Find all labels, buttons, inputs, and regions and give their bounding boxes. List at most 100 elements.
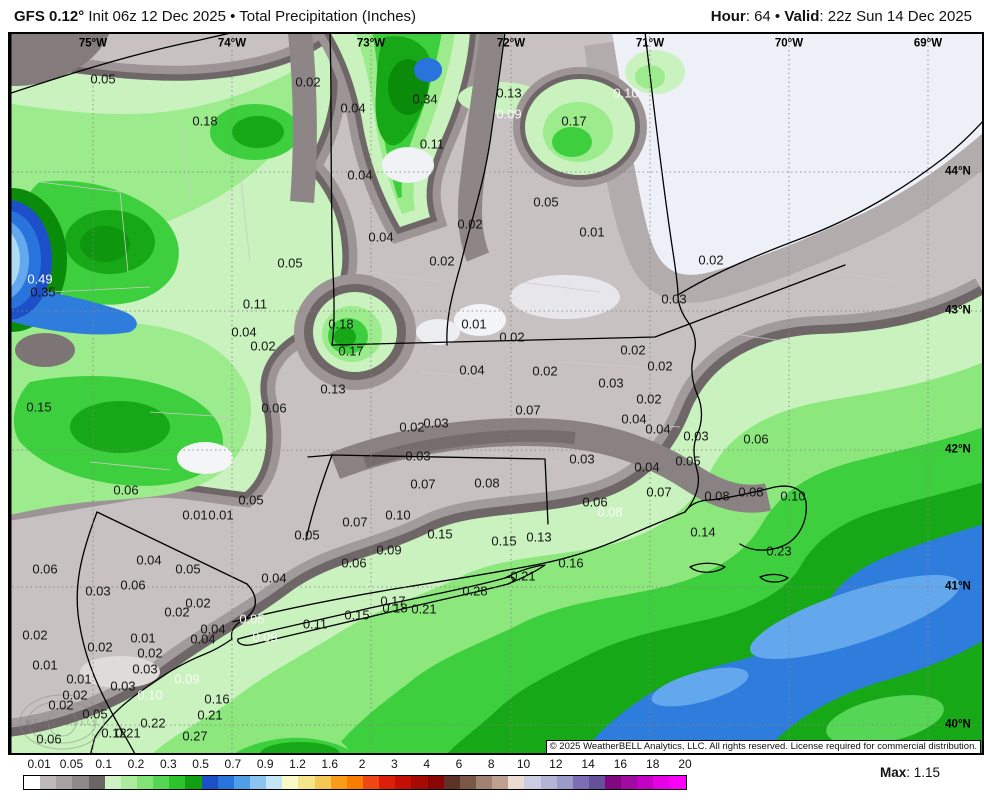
low-precip-region-maine <box>612 32 984 275</box>
colorbar-tick: 16 <box>613 757 628 771</box>
dark-patch-catskills <box>15 333 75 367</box>
colorbar-segment <box>443 776 460 789</box>
light-patch <box>454 304 506 336</box>
weatherbell-watermark: WEATHERBELL <box>19 694 105 750</box>
colorbar-segment <box>153 776 170 789</box>
colorbar-tick: 18 <box>646 757 660 771</box>
gray-corridor-nh <box>458 32 504 262</box>
map-frame-left <box>8 32 12 755</box>
colorbar-tick: 1.6 <box>321 757 339 771</box>
colorbar <box>23 775 687 790</box>
colorbar-segment <box>653 776 670 789</box>
colorbar-segment <box>411 776 428 789</box>
colorbar-segment <box>72 776 89 789</box>
max-precip-blob <box>8 188 137 335</box>
colorbar-segment <box>120 776 137 789</box>
heavy-spot-vt <box>414 58 442 82</box>
colorbar-segment <box>492 776 509 789</box>
dark-band-core <box>363 429 576 468</box>
light-patch <box>177 442 233 474</box>
gray-corridor-hudson <box>288 32 317 203</box>
colorbar-segment <box>104 776 121 789</box>
colorbar-tick: 20 <box>678 757 692 771</box>
colorbar-segment <box>266 776 283 789</box>
colorbar-segment <box>298 776 315 789</box>
colorbar-segment <box>637 776 654 789</box>
colorbar-segment <box>185 776 202 789</box>
colorbar-segment <box>40 776 57 789</box>
colorbar-segment <box>346 776 363 789</box>
colorbar-segment <box>217 776 234 789</box>
colorbar-tick: 10 <box>516 757 531 771</box>
colorbar-tick: 3 <box>391 757 398 771</box>
coastline <box>89 119 984 755</box>
colorbar-segment <box>282 776 299 789</box>
valid-time: Hour: 64 • Valid: 22z Sun 14 Dec 2025 <box>710 7 972 25</box>
colorbar-segment <box>314 776 331 789</box>
colorbar-tick: 8 <box>487 757 495 771</box>
colorbar-segment <box>427 776 444 789</box>
dark-band-topleft <box>8 32 110 87</box>
model-name: GFS 0.12° <box>14 7 85 25</box>
colorbar-segment <box>459 776 476 789</box>
light-patch <box>510 275 620 319</box>
colorbar-segment <box>362 776 380 789</box>
colorbar-segment <box>621 776 638 789</box>
colorbar-tick: 0.3 <box>159 757 177 771</box>
colorbar-segment <box>395 776 412 789</box>
map-canvas: WEATHERBELL <box>0 32 984 756</box>
colorbar-tick: 0.2 <box>127 757 145 771</box>
colorbar-segment <box>201 776 218 789</box>
colorbar-segment <box>169 776 186 789</box>
light-patch <box>416 319 460 345</box>
colorbar-tick: 2 <box>358 757 366 771</box>
light-patch <box>80 656 160 688</box>
colorbar-segment <box>572 776 589 789</box>
colorbar-tick: 0.05 <box>59 757 84 771</box>
colorbar-segment <box>669 776 686 789</box>
green-region-ny <box>8 32 358 521</box>
colorbar-segment <box>588 776 606 789</box>
light-patch <box>382 147 434 183</box>
map-title: GFS 0.12° Init 06z 12 Dec 2025 • Total P… <box>14 7 417 25</box>
colorbar-segment <box>379 776 396 789</box>
precipitation-map: WEATHERBELL 0.05 0.18 0.02 0.05 0.04 0.34 0.13… <box>0 32 984 756</box>
state-borders <box>8 32 846 755</box>
colorbar-segment <box>540 776 557 789</box>
colorbar-segment <box>136 776 154 789</box>
colorbar-segment <box>508 776 525 789</box>
colorbar-tick: 0.5 <box>192 757 209 771</box>
colorbar-tick: 4 <box>423 757 430 771</box>
colorbar-ticks: 0.01 0.05 0.1 0.2 0.3 0.5 0.7 0.9 1.2 1.6 2 3 4 6 8 10 1… <box>0 756 984 774</box>
colorbar-tick: 0.9 <box>256 757 274 771</box>
lat-lon-grid <box>8 32 984 755</box>
colorbar-tick: 6 <box>455 757 463 771</box>
county-borders <box>39 121 901 471</box>
colorbar-tick: 0.1 <box>95 757 113 771</box>
colorbar-segment <box>524 776 541 789</box>
colorbar-tick: 1.2 <box>289 757 306 771</box>
svg-text:WEATHERBELL: WEATHERBELL <box>25 718 100 727</box>
colorbar-segment <box>233 776 250 789</box>
colorbar-segment <box>475 776 493 789</box>
colorbar-tick: 12 <box>549 757 563 771</box>
colorbar-segment <box>556 776 573 789</box>
colorbar-tick: 0.01 <box>27 757 51 771</box>
colorbar-tick: 14 <box>581 757 595 771</box>
cape-cod <box>684 485 807 551</box>
copyright-notice: © 2025 WeatherBELL Analytics, LLC. All r… <box>545 740 981 754</box>
colorbar-segment <box>249 776 267 789</box>
colorbar-segment <box>88 776 105 789</box>
colorbar-tick: 0.7 <box>224 757 242 771</box>
color-scale-footer: 0.01 0.05 0.1 0.2 0.3 0.5 0.7 0.9 1.2 1.6 2 3 4 6 8 10 1… <box>0 756 984 808</box>
colorbar-segment <box>56 776 73 789</box>
offshore-precip-field <box>8 278 984 755</box>
colorbar-segment <box>24 776 41 789</box>
left-margin <box>0 32 8 756</box>
colorbar-segment <box>605 776 622 789</box>
colorbar-segment <box>330 776 347 789</box>
header-bar: GFS 0.12° Init 06z 12 Dec 2025 • Total P… <box>0 0 984 32</box>
green-region-nh <box>513 50 685 187</box>
green-blob-wmass <box>294 274 416 390</box>
max-value: Max: 1.15 <box>879 765 940 780</box>
